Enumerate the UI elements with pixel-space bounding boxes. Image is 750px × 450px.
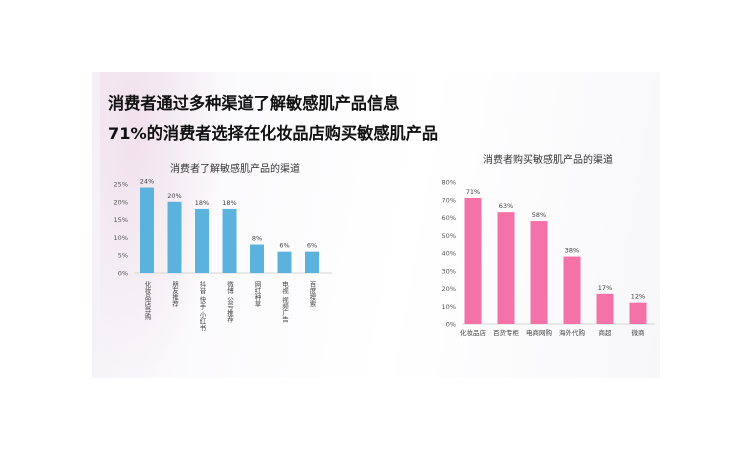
chart2-y-tick-label: 0% (446, 321, 456, 329)
chart1-data-label: 18% (195, 199, 209, 207)
chart1-category-label: 百度搜索 (308, 281, 316, 308)
chart2-data-label: 38% (565, 247, 579, 255)
chart2-y-tick-label: 60% (442, 214, 456, 222)
chart1-y-tick-label: 10% (114, 234, 128, 242)
chart1-category-label: 朋友推荐 (171, 281, 179, 309)
chart2-category-label: 电商网购 (526, 328, 553, 337)
chart2-data-label: 63% (499, 202, 513, 210)
chart1-bar (167, 201, 182, 273)
chart2-title: 消费者购买敏感肌产品的渠道 (483, 153, 613, 166)
chart1-bar (195, 208, 209, 273)
chart1-y-tick-label: 25% (114, 181, 128, 189)
chart2-category-label: 微商 (632, 328, 646, 337)
chart1-y-tick-label: 0% (118, 270, 128, 278)
chart2-bar (497, 212, 515, 324)
slide-background (92, 72, 660, 378)
headline-1: 消费者通过多种渠道了解敏感肌产品信息 (108, 94, 400, 113)
chart1-data-label: 6% (307, 242, 317, 250)
chart2-data-label: 12% (631, 293, 645, 301)
chart2-category-label: 化妆品店 (460, 328, 487, 337)
chart2-category-label: 海外代购 (559, 328, 586, 337)
chart1-data-label: 8% (252, 235, 262, 243)
chart2-category-label: 百货专柜 (493, 328, 520, 337)
chart1-data-label: 24% (140, 178, 154, 186)
chart1-title: 消费者了解敏感肌产品的渠道 (170, 162, 300, 175)
chart2-y-tick-label: 50% (442, 232, 456, 240)
chart1-bar (140, 187, 154, 273)
chart2-bar (530, 221, 548, 324)
chart2-data-label: 17% (598, 284, 612, 292)
chart1-category-label: 微博 公号推荐 (226, 280, 234, 324)
chart1-bar (222, 208, 237, 273)
chart1-category-label: 抖音 快手 小红书 (198, 280, 206, 332)
chart2-bar (563, 256, 581, 324)
chart1-data-label: 20% (167, 192, 181, 200)
headline-2: 71%的消费者选择在化妆品店购买敏感肌产品 (108, 124, 439, 143)
chart2-bar (629, 302, 647, 324)
chart2-bar (596, 293, 614, 324)
chart2-data-label: 58% (532, 211, 546, 219)
chart1-data-label: 18% (222, 199, 236, 207)
chart2-y-tick-label: 80% (442, 179, 456, 187)
chart1-bar (305, 251, 319, 273)
chart1-y-tick-label: 20% (114, 198, 128, 206)
chart1-y-tick-label: 15% (114, 216, 128, 224)
chart2-y-tick-label: 20% (442, 285, 456, 293)
chart1-category-label: 网红种草 (253, 281, 261, 309)
chart2-y-tick-label: 70% (442, 196, 456, 204)
chart1-category-label: 电视 视频广告 (281, 280, 289, 324)
chart2-bar (464, 197, 482, 324)
chart1-category-label: 化妆品店导购 (143, 280, 151, 322)
chart1-y-tick-label: 5% (118, 252, 128, 260)
chart2-y-tick-label: 10% (442, 303, 456, 311)
chart1-data-label: 6% (279, 242, 289, 250)
chart2-data-label: 71% (466, 188, 480, 196)
chart2-y-tick-label: 30% (442, 267, 456, 275)
chart2-category-label: 商超 (599, 328, 613, 337)
chart1-bar (250, 244, 264, 273)
chart2-y-tick-label: 40% (442, 250, 456, 258)
chart1-bar (277, 251, 292, 273)
